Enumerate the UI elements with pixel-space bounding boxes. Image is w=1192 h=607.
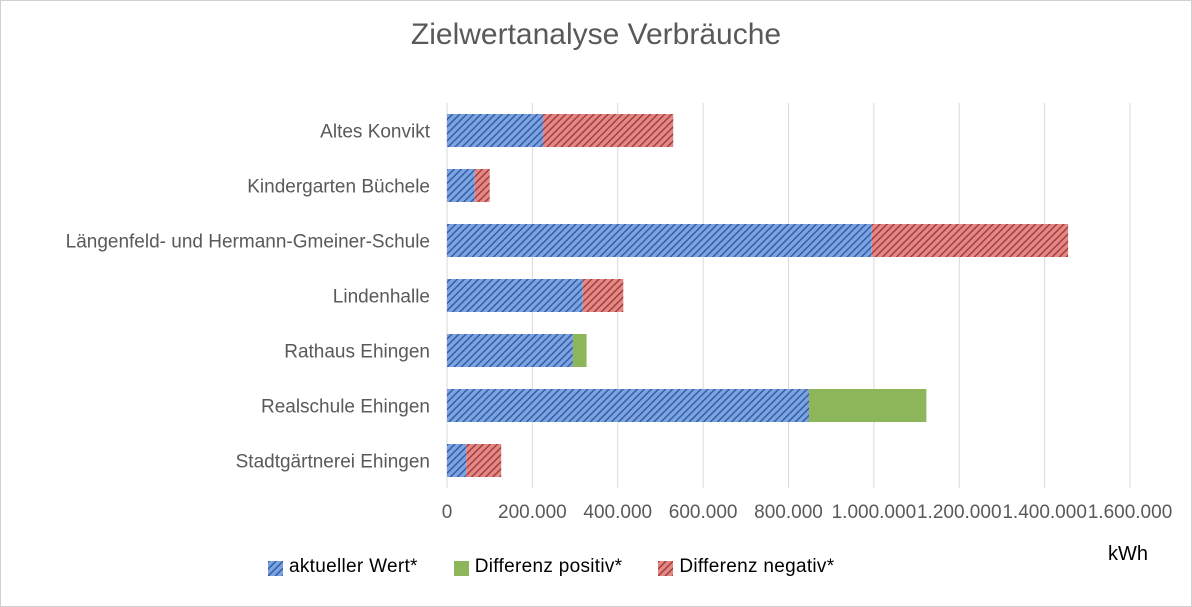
bar-differenz-negativ-lindenhalle <box>582 279 624 312</box>
bar-differenz-negativ-altes-konvikt <box>543 114 674 147</box>
x-tick-label: 1.000.000 <box>832 502 917 523</box>
x-tick-label: 800.000 <box>754 502 823 523</box>
bar-differenz-negativ-stadtgärtnerei-ehingen <box>466 444 502 477</box>
category-label: Stadtgärtnerei Ehingen <box>236 452 430 473</box>
x-tick-labels: 0 200.000 400.000 600.000 800.000 1.000.000 1.… <box>442 502 1173 523</box>
bar-differenz-negativ-längenfeld-und-hermann-gmeiner-schule <box>871 224 1069 257</box>
legend-item-differenz-positiv: Differenz positiv* <box>453 556 623 578</box>
category-labels: Altes Konvikt Kindergarten Büchele Längenf… <box>66 122 431 473</box>
legend-swatch-differenz-positiv <box>453 560 469 576</box>
bars <box>447 114 1069 477</box>
bar-aktueller-wert-realschule-ehingen <box>447 389 809 422</box>
category-label: Altes Konvikt <box>320 122 431 143</box>
x-tick-label: 600.000 <box>669 502 738 523</box>
bar-aktueller-wert-kindergarten-büchele <box>447 169 475 202</box>
bar-aktueller-wert-altes-konvikt <box>447 114 544 147</box>
legend-label-differenz-positiv: Differenz positiv* <box>474 556 623 577</box>
legend-item-aktueller-wert: aktueller Wert* <box>268 556 418 578</box>
bar-differenz-positiv-rathaus-ehingen <box>572 334 587 367</box>
legend-swatch-differenz-negativ <box>658 560 674 576</box>
x-axis-unit: kWh <box>1108 543 1148 565</box>
legend-swatch-aktueller-wert <box>268 560 283 576</box>
x-tick-label: 200.000 <box>498 502 567 523</box>
bar-aktueller-wert-lindenhalle <box>447 279 583 312</box>
category-label: Lindenhalle <box>333 287 430 308</box>
legend-label-aktueller-wert: aktueller Wert* <box>289 556 418 577</box>
category-label: Rathaus Ehingen <box>284 342 430 363</box>
x-tick-label: 400.000 <box>583 502 652 523</box>
x-tick-label: 1.600.000 <box>1088 502 1173 523</box>
legend: aktueller Wert* Differenz positiv* Diffe… <box>268 556 870 578</box>
bar-differenz-negativ-kindergarten-büchele <box>474 169 490 202</box>
legend-label-differenz-negativ: Differenz negativ* <box>679 556 835 577</box>
x-tick-label: 1.400.000 <box>1002 502 1087 523</box>
category-label: Realschule Ehingen <box>261 397 430 418</box>
x-tick-label: 1.200.000 <box>917 502 1002 523</box>
legend-item-differenz-negativ: Differenz negativ* <box>658 556 834 578</box>
bar-aktueller-wert-rathaus-ehingen <box>447 334 573 367</box>
chart-title: Zielwertanalyse Verbräuche <box>410 18 782 51</box>
category-label: Längenfeld- und Hermann-Gmeiner-Schule <box>66 232 430 253</box>
category-label: Kindergarten Büchele <box>247 177 430 198</box>
bar-aktueller-wert-stadtgärtnerei-ehingen <box>447 444 467 477</box>
bar-differenz-positiv-realschule-ehingen <box>808 389 927 422</box>
bar-aktueller-wert-längenfeld-und-hermann-gmeiner-schule <box>447 224 872 257</box>
x-tick-label: 0 <box>442 502 453 523</box>
